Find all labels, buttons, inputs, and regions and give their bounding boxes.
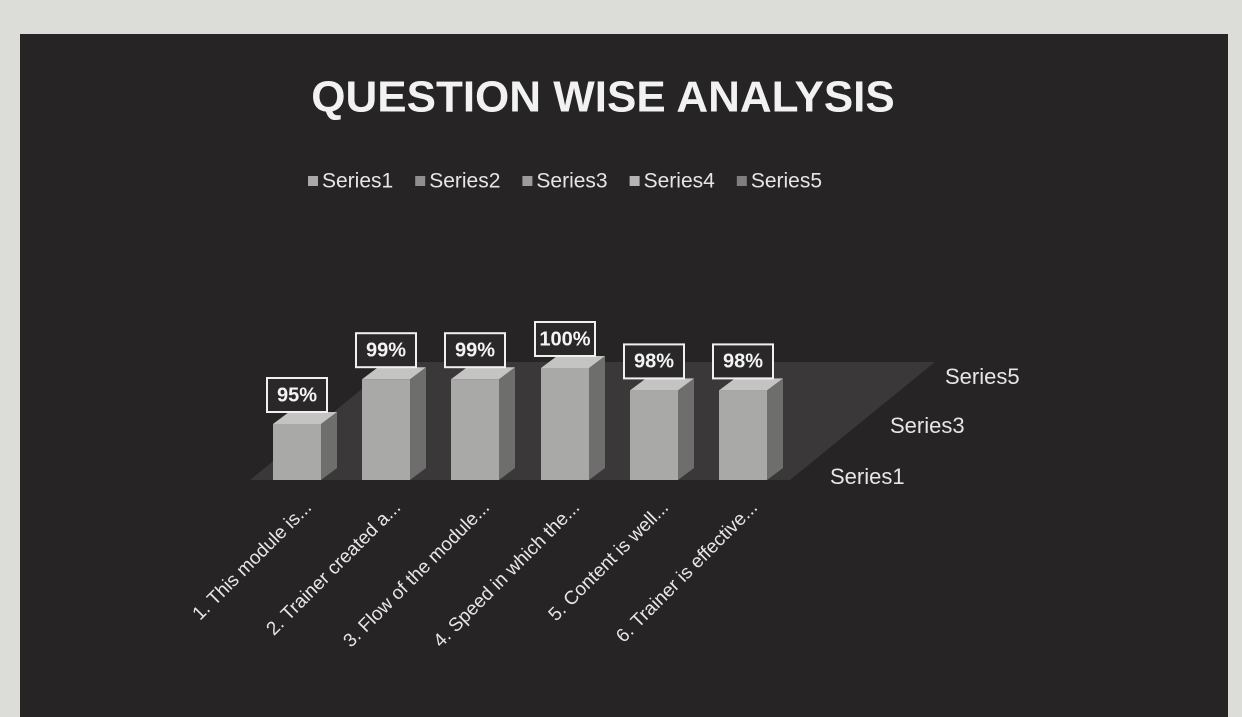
bar (362, 379, 410, 480)
data-label-box (266, 377, 328, 413)
data-label-box (712, 343, 774, 380)
bar-side (499, 367, 515, 480)
data-label: 95% (277, 384, 317, 406)
bar-side (589, 356, 605, 480)
data-label: 99% (366, 339, 406, 361)
legend-swatch (415, 176, 426, 186)
legend-swatch (736, 176, 747, 186)
bar (719, 390, 767, 480)
data-label: 99% (455, 339, 495, 361)
bar (630, 390, 678, 480)
data-label-box (534, 321, 596, 357)
bar-top (719, 378, 783, 391)
bar-side (321, 412, 337, 480)
depth-axis-label: Series3 (890, 413, 965, 438)
legend-label: Series4 (644, 170, 716, 193)
bar (541, 368, 589, 480)
bar-top (541, 356, 605, 368)
legend-label: Series3 (536, 170, 607, 193)
bar-side (767, 378, 783, 480)
bar-top (451, 367, 515, 380)
legend-label: Series5 (751, 170, 822, 193)
legend-swatch (522, 176, 533, 186)
bar-top (273, 412, 337, 424)
legend-label: Series2 (429, 170, 500, 193)
bar (273, 424, 321, 480)
legend-swatch (629, 176, 640, 186)
bar-side (410, 367, 426, 480)
legend-swatch (308, 176, 318, 186)
bar-top (630, 378, 694, 391)
bar-side (678, 378, 694, 480)
depth-axis-label: Series1 (830, 464, 905, 489)
bar-top (362, 367, 426, 380)
depth-axis-label: Series5 (945, 364, 1020, 389)
data-label-box (623, 343, 685, 380)
data-label: 98% (723, 351, 763, 373)
legend-label: Series1 (322, 170, 393, 193)
bar (451, 379, 499, 480)
data-label: 98% (634, 351, 674, 373)
data-label: 100% (539, 328, 590, 350)
data-label-box (444, 332, 506, 369)
chart-title: QUESTION WISE ANALYSIS (311, 73, 895, 122)
data-label-box (355, 332, 417, 369)
